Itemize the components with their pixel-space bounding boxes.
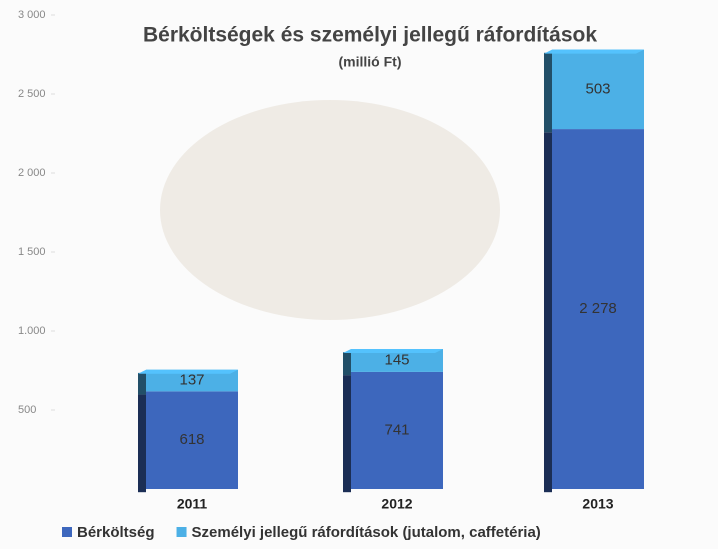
chart: Bérköltségek és személyi jellegű ráfordí… (0, 0, 718, 549)
bar-top (544, 50, 644, 54)
y-tick-label: 1.000 (18, 325, 46, 337)
value-label: 137 (179, 372, 204, 389)
background-photo (160, 100, 500, 320)
value-label: 618 (179, 431, 204, 448)
legend-swatch (62, 527, 72, 537)
chart-subtitle: (millió Ft) (339, 54, 402, 70)
legend-label: Személyi jellegű ráfordítások (jutalom, … (192, 524, 541, 541)
legend-label: Bérköltség (77, 524, 155, 541)
bar-side (544, 132, 552, 492)
bar-side (544, 53, 552, 132)
y-tick-label: 2 500 (18, 88, 46, 100)
value-label: 145 (384, 351, 409, 368)
value-label: 503 (585, 80, 610, 97)
bar-side (343, 352, 351, 375)
legend-swatch (177, 527, 187, 537)
y-tick-label: 500 (18, 404, 36, 416)
x-tick-label: 2013 (582, 496, 613, 512)
chart-title: Bérköltségek és személyi jellegű ráfordí… (143, 24, 597, 47)
y-tick-label: 2 000 (18, 167, 46, 179)
x-tick-label: 2011 (177, 496, 208, 512)
bar-side (138, 395, 146, 493)
y-tick-label: 1 500 (18, 246, 46, 258)
bar-side (343, 375, 351, 492)
y-tick-label: 3 000 (18, 9, 46, 21)
value-label: 741 (384, 421, 409, 438)
value-label: 2 278 (579, 300, 617, 317)
bar-side (138, 373, 146, 395)
x-tick-label: 2012 (381, 496, 412, 512)
